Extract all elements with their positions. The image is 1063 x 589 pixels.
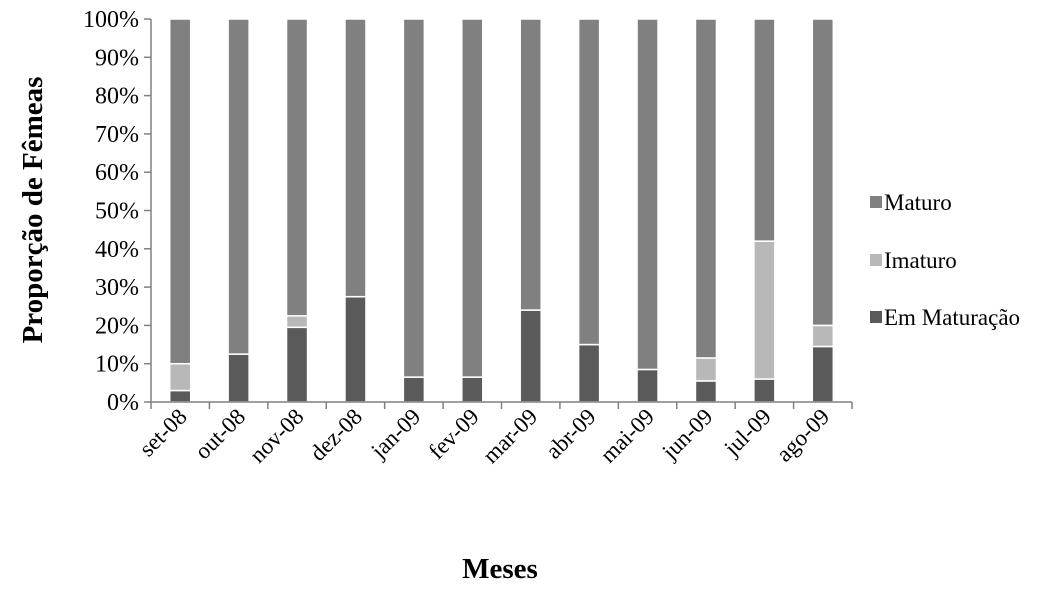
y-tick-label: 90%	[95, 45, 139, 71]
bar-segment	[227, 353, 250, 403]
bar-segment	[811, 18, 835, 327]
bar-segment	[285, 18, 309, 317]
x-tick-label: jul-09	[719, 404, 776, 461]
legend-swatch	[870, 196, 882, 208]
y-tick-label: 30%	[95, 275, 139, 301]
legend-label: Imaturo	[884, 248, 957, 273]
x-tick-label: dez-08	[305, 404, 367, 466]
y-tick-label: 60%	[95, 160, 139, 186]
y-tick-label: 0%	[107, 390, 139, 416]
x-tick-label: nov-08	[245, 404, 309, 468]
bar-segment	[811, 345, 835, 403]
bar-segment	[636, 18, 659, 371]
axes-layer	[150, 19, 852, 403]
y-tick-label: 20%	[95, 313, 139, 339]
bar-segment	[344, 295, 367, 403]
x-tick-label: abr-09	[541, 404, 601, 464]
bar-segment	[577, 343, 601, 403]
bar-segment	[519, 18, 542, 311]
bar-segment	[461, 376, 484, 403]
x-tick-label: fev-09	[424, 404, 484, 464]
y-tick-label: 40%	[95, 237, 139, 263]
bar-segment	[285, 326, 309, 403]
x-tick-label: jan-09	[365, 404, 425, 464]
y-tick-label: 100%	[83, 7, 139, 33]
y-axis-title: Proporção de Fêmeas	[17, 77, 49, 344]
x-tick-label: mai-09	[595, 404, 659, 468]
legend: Maturo Imaturo Em Maturação	[870, 190, 1020, 330]
bar-segment	[285, 315, 309, 329]
y-tick-label: 50%	[95, 199, 139, 225]
legend-swatch	[870, 254, 882, 266]
legend-label: Maturo	[884, 190, 952, 215]
y-tick-label: 80%	[95, 84, 139, 110]
x-tick-label: mar-09	[478, 404, 542, 468]
y-tick-label: 10%	[95, 352, 139, 378]
bar-segment	[402, 18, 426, 378]
y-ticks: 0% 10% 20% 30% 40% 50% 60% 70% 80% 90% 100%	[83, 7, 151, 416]
bar-segment	[636, 368, 659, 403]
bar-segment	[811, 324, 835, 348]
bar-segment	[402, 376, 426, 403]
bar-segment	[168, 389, 192, 403]
bar-segment	[753, 378, 776, 403]
bar-segment	[753, 18, 776, 242]
legend-label: Em Maturação	[884, 305, 1020, 330]
x-tick-label: jun-09	[657, 404, 718, 465]
bar-segment	[168, 362, 192, 392]
bar-segment	[694, 380, 718, 403]
x-tick-label: ago-09	[771, 404, 834, 467]
x-axis-title: Meses	[462, 553, 538, 584]
legend-swatch	[870, 311, 882, 323]
bar-segment	[694, 18, 718, 359]
bar-segment	[168, 18, 192, 365]
bar-segment	[519, 309, 542, 403]
bar-segment	[753, 240, 776, 380]
bars-layer	[168, 18, 835, 403]
x-tick-label: out-08	[190, 404, 250, 464]
x-tick-label: set-08	[134, 404, 191, 461]
bar-segment	[577, 18, 601, 346]
bar-segment	[227, 18, 250, 355]
bar-segment	[344, 18, 367, 298]
bar-segment	[461, 18, 484, 378]
y-tick-label: 70%	[95, 122, 139, 148]
bar-segment	[694, 357, 718, 382]
